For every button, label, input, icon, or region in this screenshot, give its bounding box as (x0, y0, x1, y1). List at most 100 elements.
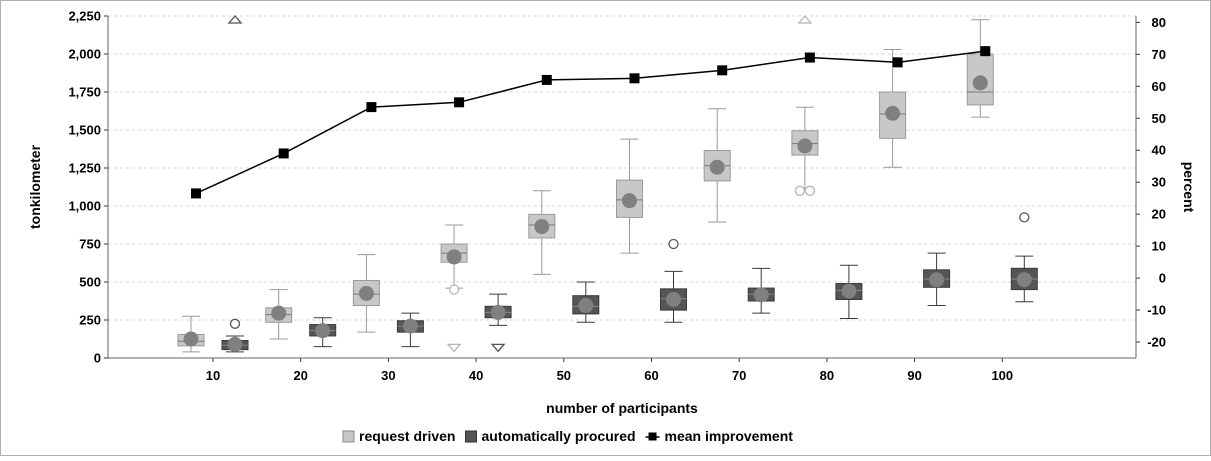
mean-improvement-point (541, 74, 552, 85)
box-automatically-procured (484, 293, 512, 326)
legend-label: request driven (359, 428, 455, 444)
x-tick-label: 90 (907, 368, 921, 383)
y-left-tick-label: 500 (79, 275, 101, 290)
y-right-tick-label: 30 (1152, 175, 1166, 190)
x-tick-label: 10 (206, 368, 220, 383)
y-right-tick-label: 80 (1152, 15, 1166, 30)
y-right-tick-label: 10 (1152, 239, 1166, 254)
y-right-tick-label: -10 (1147, 303, 1166, 318)
mean-marker (797, 138, 813, 154)
mean-marker (709, 159, 725, 175)
x-tick-label: 100 (991, 368, 1013, 383)
y-left-tick-label: 2,250 (68, 9, 101, 24)
box-request-driven (616, 138, 643, 254)
y-left-axis-title: tonkilometer (27, 144, 43, 229)
outlier-circle (448, 284, 460, 295)
mean-improvement-line (195, 50, 986, 195)
mean-improvement-point (366, 102, 377, 113)
y-left-tick-label: 2,000 (68, 47, 101, 62)
y-right-tick-label: 50 (1152, 111, 1166, 126)
mean-marker (1016, 272, 1032, 288)
mean-improvement-point (980, 46, 991, 57)
plot-area (177, 15, 1038, 353)
mean-improvement-point (191, 188, 201, 199)
mean-marker (885, 105, 901, 121)
y-left-tick-label: 1,000 (68, 199, 101, 214)
box-request-driven (177, 315, 205, 353)
y-right-axis-title: percent (1181, 162, 1197, 213)
mean-marker (666, 291, 681, 307)
outlier-triangle-down (446, 343, 462, 353)
mean-marker (972, 75, 988, 91)
mean-marker (271, 305, 287, 321)
mean-marker (534, 219, 550, 235)
box-automatically-procured (221, 335, 249, 353)
x-tick-label: 40 (469, 368, 483, 383)
outlier-circle (668, 238, 679, 250)
box-request-driven (265, 289, 293, 340)
box-automatically-procured (572, 281, 600, 323)
box-automatically-procured (1010, 255, 1038, 303)
mean-marker (578, 298, 594, 314)
outlier-circle (1019, 212, 1030, 223)
box-automatically-procured (923, 252, 951, 307)
y-left-tick-label: 250 (79, 313, 101, 328)
x-tick-label: 80 (820, 368, 834, 383)
legend-swatch (464, 430, 477, 443)
legend-swatch (342, 430, 355, 443)
mean-marker (622, 193, 637, 209)
box-request-driven (352, 254, 380, 333)
legend-label: mean improvement (665, 428, 794, 444)
mean-improvement-point (804, 52, 815, 63)
outlier-triangle-up (797, 15, 813, 24)
y-right-tick-label: -20 (1147, 335, 1166, 350)
x-tick-label: 30 (381, 368, 395, 383)
mean-marker (227, 336, 243, 352)
box-automatically-procured (309, 317, 337, 348)
mean-marker (446, 249, 462, 265)
box-automatically-procured (660, 270, 687, 323)
mean-marker (841, 283, 857, 299)
mean-marker (490, 304, 506, 320)
x-tick-label: 70 (732, 368, 746, 383)
x-tick-label: 50 (557, 368, 571, 383)
mean-marker (402, 318, 418, 334)
y-left-tick-label: 1,750 (68, 85, 101, 100)
mean-marker (753, 287, 769, 303)
mean-marker (929, 272, 945, 288)
y-left-tick-label: 1,500 (68, 123, 101, 138)
outlier-circle (794, 185, 806, 196)
legend-line-marker (648, 432, 657, 441)
mean-improvement-point (629, 73, 640, 84)
y-left-tick-label: 1,250 (68, 161, 101, 176)
y-left-tick-label: 750 (79, 237, 101, 252)
y-right-tick-label: 40 (1152, 143, 1166, 158)
y-left-tick-label: 0 (94, 351, 101, 366)
legend-label: automatically procured (481, 428, 635, 444)
mean-marker (183, 331, 199, 347)
x-tick-label: 20 (293, 368, 307, 383)
box-request-driven (879, 48, 907, 168)
mean-improvement-point (717, 65, 728, 76)
y-right-tick-label: 70 (1152, 47, 1166, 62)
y-right-tick-label: 60 (1152, 79, 1166, 94)
x-tick-label: 60 (644, 368, 658, 383)
legend: request driven automatically procured mean… (342, 428, 794, 444)
box-automatically-procured (835, 264, 863, 319)
box-request-driven (791, 106, 819, 192)
x-axis-title: number of participants (546, 400, 698, 416)
box-request-driven (966, 19, 994, 118)
outlier-circle (229, 318, 241, 329)
mean-improvement-point (454, 97, 465, 108)
y-right-tick-label: 0 (1159, 271, 1166, 286)
box-request-driven (440, 224, 468, 289)
mean-marker (315, 323, 331, 339)
mean-marker (358, 285, 374, 301)
box-automatically-procured (396, 312, 424, 348)
mean-improvement-point (892, 57, 903, 68)
outlier-triangle-up (227, 15, 243, 24)
outlier-circle (804, 185, 816, 196)
